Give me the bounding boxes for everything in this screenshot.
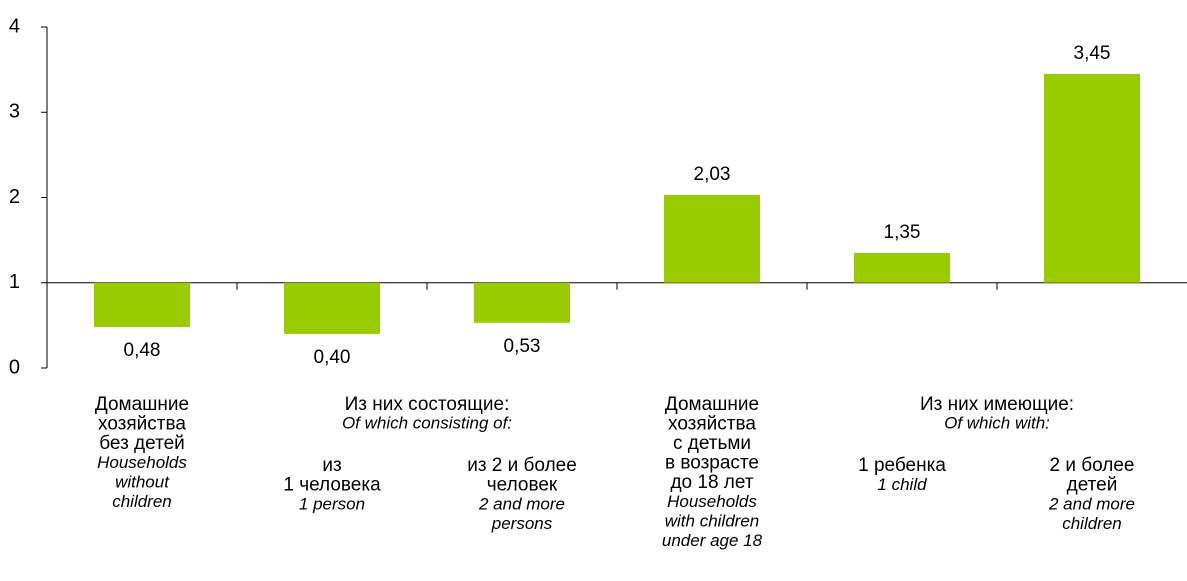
x-tick-sublabel: without [115,472,170,491]
x-tick-sublabel: with children [665,511,760,530]
value-label: 1,35 [884,222,921,243]
group-sublabel: Of which with: [944,413,1050,432]
y-tick-label: 3 [9,101,20,123]
x-tick-sublabel: children [112,492,172,511]
x-tick-label: 2 и более [1050,455,1135,476]
x-tick-label: из [322,455,341,476]
bar [284,282,380,334]
x-tick-label: с детьми [673,433,751,454]
x-tick-label: Домашние [665,394,759,415]
x-tick-label: 1 человека [283,475,381,496]
y-tick-label: 1 [9,271,20,293]
value-label: 0,53 [504,336,541,357]
x-tick-sublabel: 1 person [299,494,365,513]
x-tick-label: без детей [99,433,185,454]
x-tick-label: человек [487,475,558,496]
y-tick-label: 0 [9,356,20,378]
y-tick-label: 4 [9,15,20,37]
x-tick-label: в возрасте [665,453,759,474]
x-tick-label: хозяйства [668,414,756,435]
value-label: 0,40 [314,347,351,368]
value-label: 0,48 [124,340,161,361]
group-sublabel: Of which consisting of: [342,413,512,432]
x-tick-sublabel: 1 child [877,475,927,494]
bar [94,282,190,328]
x-tick-sublabel: children [1062,514,1122,533]
bar [474,282,570,323]
x-tick-sublabel: Households [667,492,757,511]
y-tick-label: 2 [9,186,20,208]
group-label: Из них имеющие: [920,394,1074,415]
bar [1044,73,1140,283]
value-label: 2,03 [694,164,731,185]
x-tick-label: до 18 лет [670,472,753,493]
x-tick-label: хозяйства [98,414,186,435]
x-tick-sublabel: persons [491,514,553,533]
x-tick-sublabel: 2 and more [478,494,565,513]
x-tick-label: 1 ребенка [858,455,946,476]
value-label: 3,45 [1074,43,1111,64]
x-tick-sublabel: Households [97,453,187,472]
x-tick-label: из 2 и более [467,455,577,476]
x-tick-sublabel: 2 and more [1048,494,1135,513]
x-tick-label: детей [1067,475,1118,496]
x-tick-label: Домашние [95,394,189,415]
x-tick-sublabel: under age 18 [662,531,763,550]
bar [664,194,760,283]
bar [854,252,950,283]
group-label: Из них состоящие: [345,394,510,415]
